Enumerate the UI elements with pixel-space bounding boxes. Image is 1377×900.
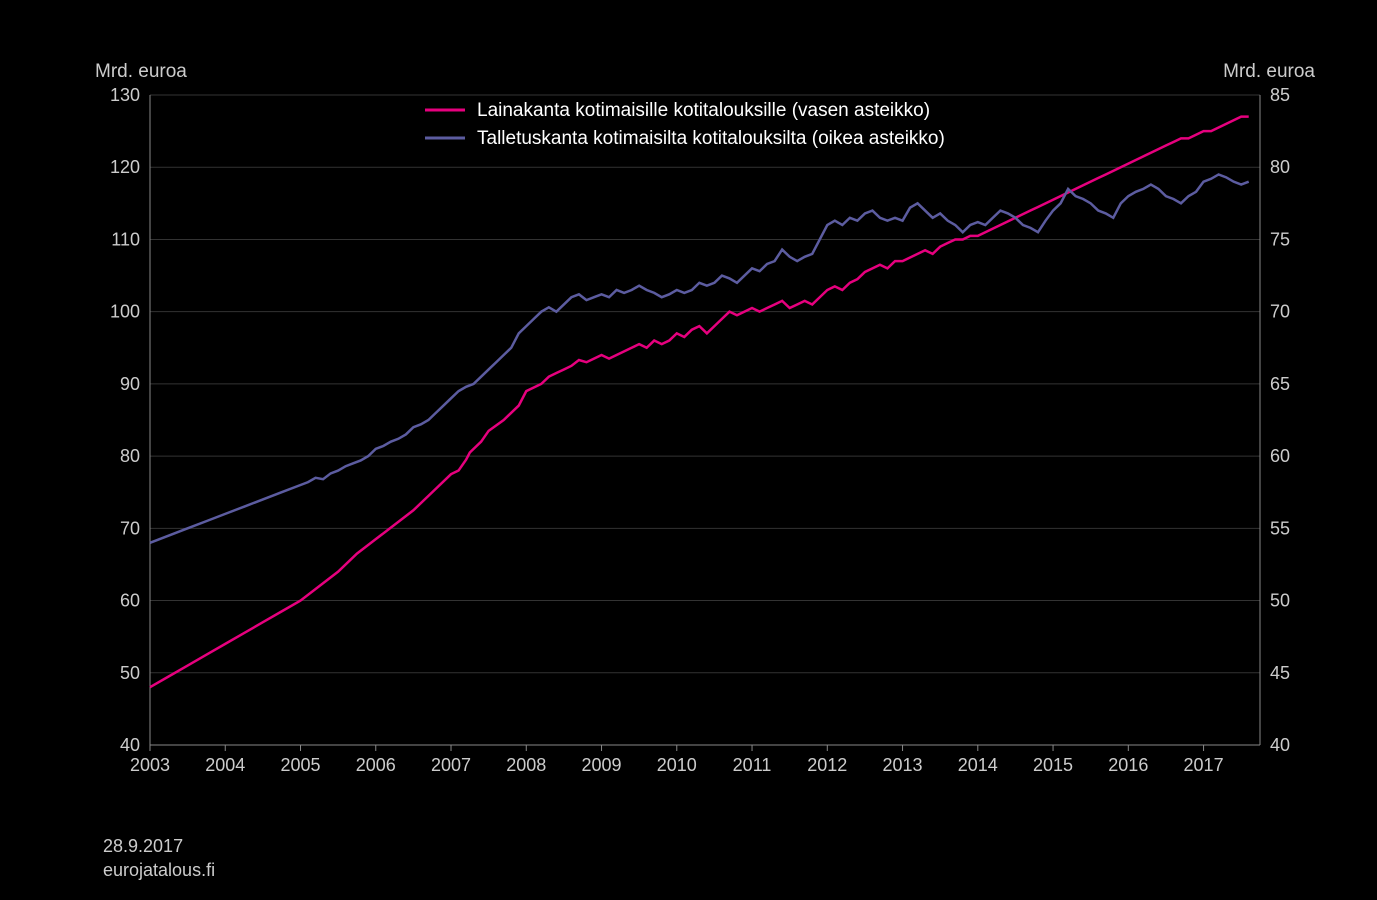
svg-text:75: 75 bbox=[1270, 229, 1290, 249]
svg-text:2011: 2011 bbox=[733, 755, 772, 775]
line-chart: Mrd. euroa Mrd. euroa 40 50 60 70 80 90 100 110 12… bbox=[90, 50, 1320, 780]
svg-text:2015: 2015 bbox=[1033, 755, 1073, 775]
svg-text:50: 50 bbox=[120, 663, 140, 683]
svg-text:2006: 2006 bbox=[356, 755, 396, 775]
svg-text:100: 100 bbox=[110, 302, 140, 322]
legend-label: Lainakanta kotimaisille kotitalouksille … bbox=[477, 100, 930, 121]
footer-date: 28.9.2017 bbox=[103, 835, 215, 858]
svg-text:55: 55 bbox=[1270, 518, 1290, 538]
svg-text:65: 65 bbox=[1270, 374, 1290, 394]
svg-text:2016: 2016 bbox=[1108, 755, 1148, 775]
svg-text:60: 60 bbox=[120, 591, 140, 611]
series-deposits bbox=[150, 174, 1249, 542]
svg-text:2005: 2005 bbox=[280, 755, 320, 775]
svg-text:85: 85 bbox=[1270, 85, 1290, 105]
svg-text:2017: 2017 bbox=[1184, 755, 1224, 775]
svg-text:2008: 2008 bbox=[506, 755, 546, 775]
legend-label: Talletuskanta kotimaisilta kotitalouksil… bbox=[477, 128, 945, 149]
svg-text:50: 50 bbox=[1270, 591, 1290, 611]
svg-text:2007: 2007 bbox=[431, 755, 471, 775]
svg-text:40: 40 bbox=[1270, 735, 1290, 755]
series-loans bbox=[150, 117, 1249, 688]
svg-text:60: 60 bbox=[1270, 446, 1290, 466]
svg-text:120: 120 bbox=[110, 157, 140, 177]
svg-text:45: 45 bbox=[1270, 663, 1290, 683]
svg-text:70: 70 bbox=[120, 518, 140, 538]
svg-text:2013: 2013 bbox=[883, 755, 923, 775]
svg-text:2004: 2004 bbox=[205, 755, 245, 775]
svg-text:2010: 2010 bbox=[657, 755, 697, 775]
chart-container: Mrd. euroa Mrd. euroa 40 50 60 70 80 90 100 110 12… bbox=[90, 50, 1320, 780]
svg-text:80: 80 bbox=[120, 446, 140, 466]
svg-text:2003: 2003 bbox=[130, 755, 170, 775]
svg-text:110: 110 bbox=[111, 229, 140, 249]
footer-source: eurojatalous.fi bbox=[103, 859, 215, 882]
svg-text:2009: 2009 bbox=[582, 755, 622, 775]
svg-text:Mrd. euroa: Mrd. euroa bbox=[95, 61, 187, 82]
svg-text:70: 70 bbox=[1270, 302, 1290, 322]
footer: 28.9.2017 eurojatalous.fi bbox=[103, 835, 215, 882]
svg-text:40: 40 bbox=[120, 735, 140, 755]
svg-text:2014: 2014 bbox=[958, 755, 998, 775]
svg-text:2012: 2012 bbox=[807, 755, 847, 775]
svg-text:130: 130 bbox=[110, 85, 140, 105]
svg-text:90: 90 bbox=[120, 374, 140, 394]
svg-text:80: 80 bbox=[1270, 157, 1290, 177]
svg-text:Mrd. euroa: Mrd. euroa bbox=[1223, 61, 1315, 82]
